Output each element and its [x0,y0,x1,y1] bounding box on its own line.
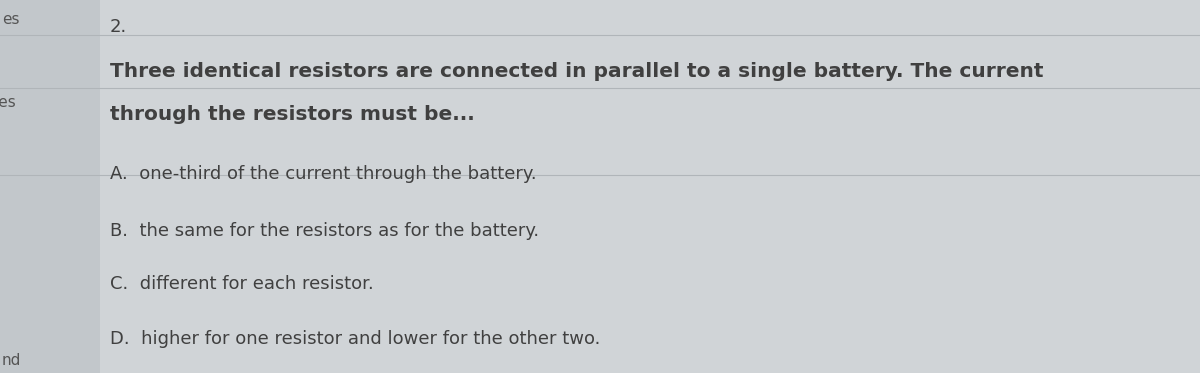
Text: Three identical resistors are connected in parallel to a single battery. The cur: Three identical resistors are connected … [110,62,1044,81]
Text: A.  one-third of the current through the battery.: A. one-third of the current through the … [110,165,536,183]
Text: C.  different for each resistor.: C. different for each resistor. [110,275,373,293]
Bar [0,0,100,373]
Text: les: les [0,95,17,110]
Text: through the resistors must be...: through the resistors must be... [110,105,475,124]
Text: D.  higher for one resistor and lower for the other two.: D. higher for one resistor and lower for… [110,330,600,348]
Text: es: es [2,12,19,27]
Text: B.  the same for the resistors as for the battery.: B. the same for the resistors as for the… [110,222,539,240]
Text: 2.: 2. [110,18,127,36]
Text: nd: nd [2,353,22,368]
